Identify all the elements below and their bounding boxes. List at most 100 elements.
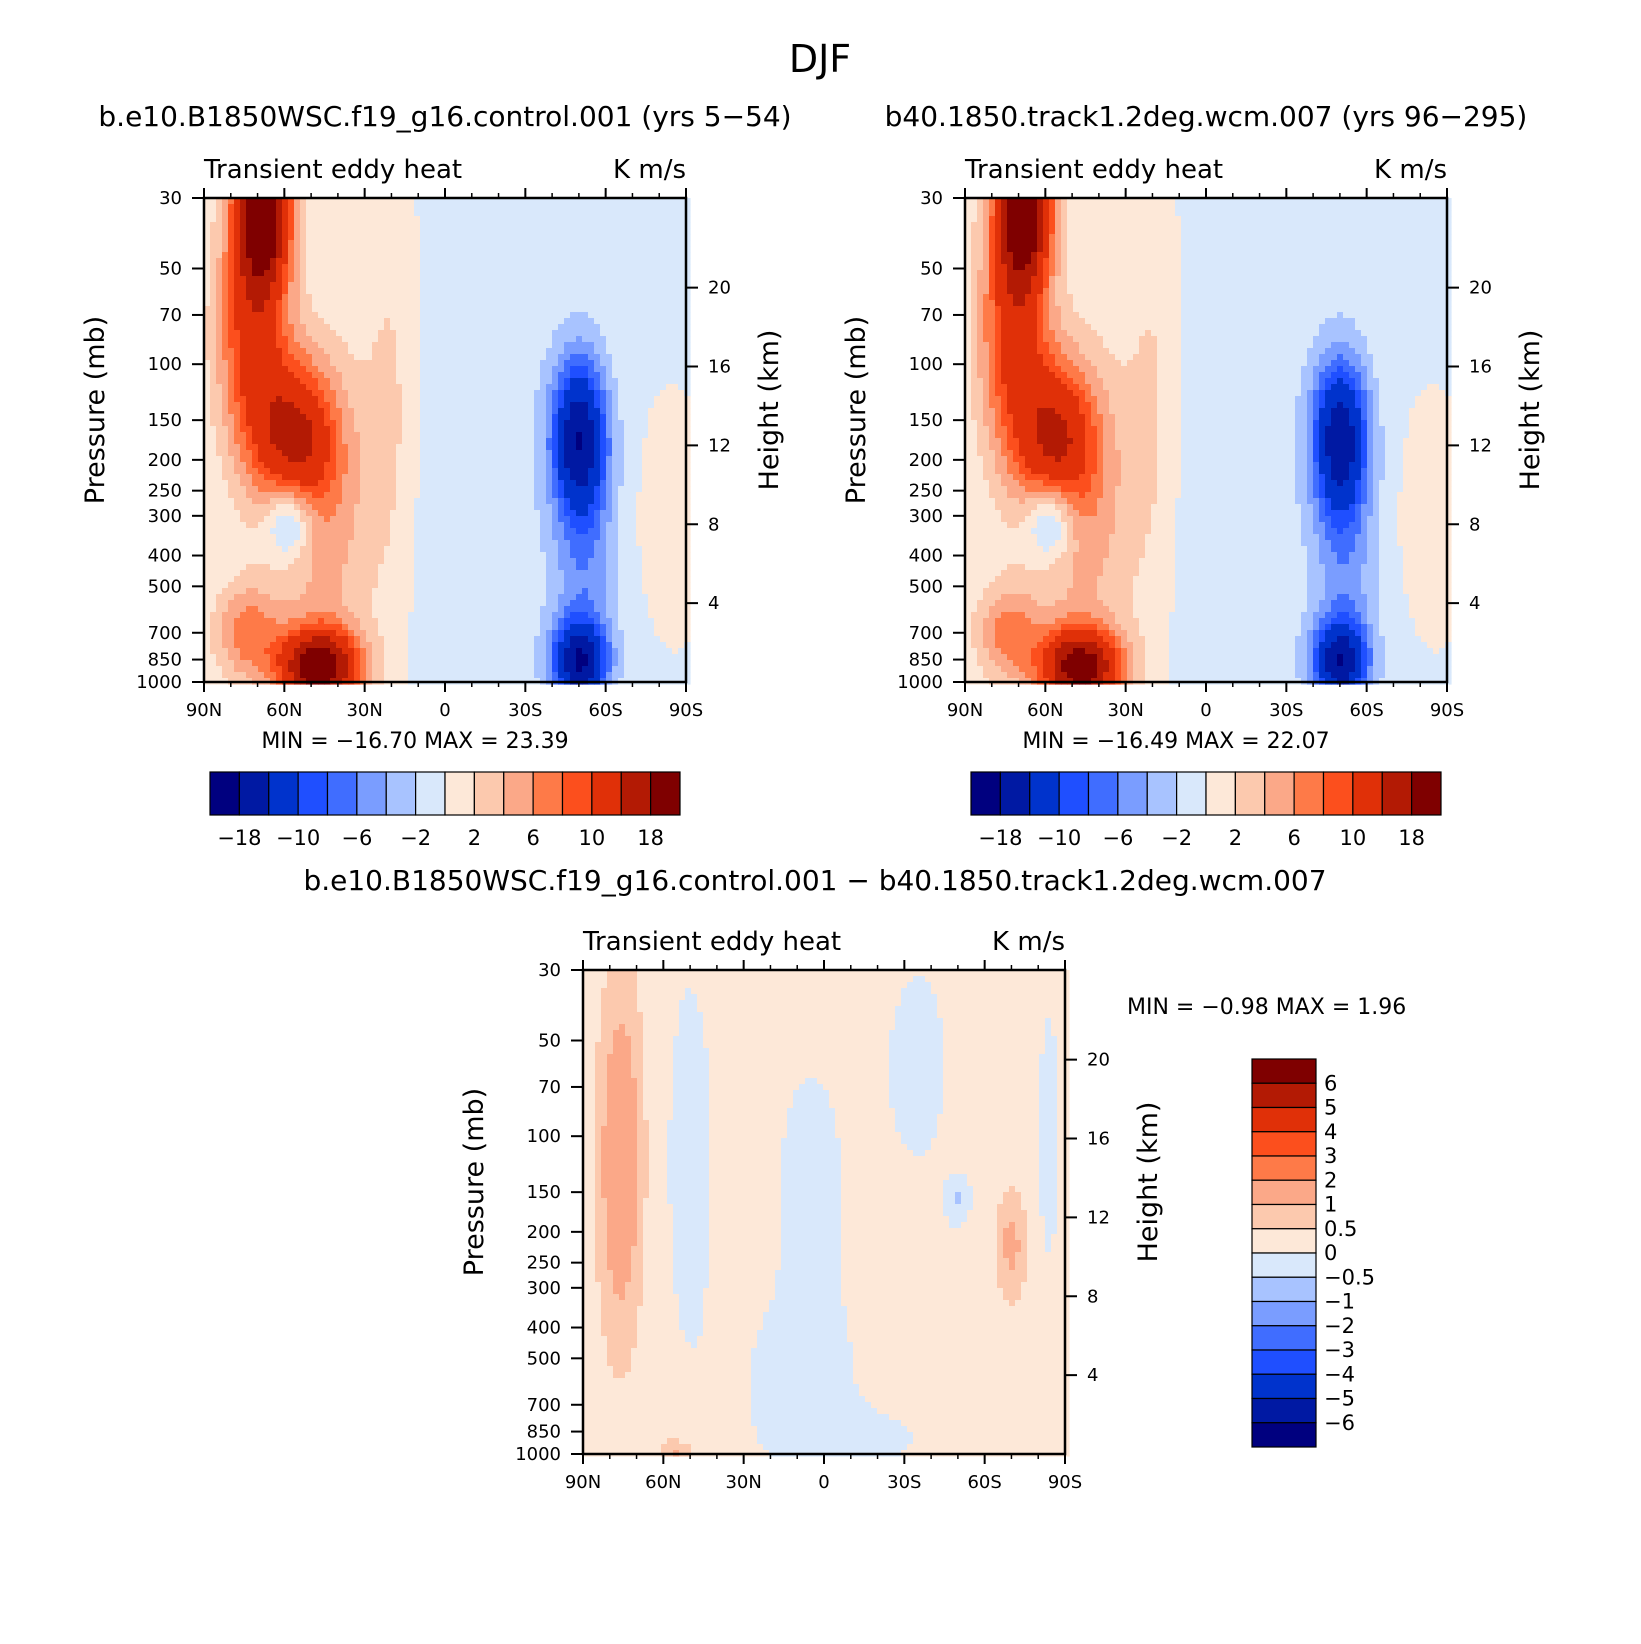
p1-cell [438, 306, 445, 313]
p1-cell [630, 408, 637, 415]
p1-cell [282, 276, 289, 283]
p1-cell [618, 504, 625, 511]
p1-cell [666, 438, 673, 445]
p1-cell [306, 528, 313, 535]
p1-cell [588, 468, 595, 475]
p1-cell [522, 528, 529, 535]
p1-cell [486, 408, 493, 415]
p1-cell [564, 456, 571, 463]
p1-cell [642, 420, 649, 427]
p1-cell [306, 444, 313, 451]
p1-cell [246, 306, 253, 313]
p1-cell [576, 426, 583, 433]
p1-cell [330, 240, 337, 247]
p1-cell [312, 264, 319, 271]
p1-cell [396, 414, 403, 421]
p1-cell [540, 288, 547, 295]
p1-cell [342, 366, 349, 373]
p1-cell [486, 336, 493, 343]
p1-cell [570, 486, 577, 493]
p1-cell [366, 246, 373, 253]
p1-cell [336, 360, 343, 367]
p1-cell [414, 474, 421, 481]
p1-cell [336, 480, 343, 487]
p1-cell [564, 546, 571, 553]
p1-cell [546, 462, 553, 469]
p1-cell [282, 552, 289, 559]
p1-cell [534, 378, 541, 385]
p1-cell [498, 372, 505, 379]
p1-cell [516, 306, 523, 313]
p1-cell [474, 240, 481, 247]
p1-cell [684, 270, 691, 277]
p1-cell [444, 258, 451, 265]
p1-cell [372, 432, 379, 439]
p1-cell [408, 288, 415, 295]
p1-cell [360, 486, 367, 493]
p1-cell [504, 378, 511, 385]
p1-cell [576, 360, 583, 367]
p1-cell [294, 204, 301, 211]
p1-cell [330, 324, 337, 331]
p1-cell [474, 312, 481, 319]
p1-cell [498, 456, 505, 463]
p1-cell [498, 432, 505, 439]
p1-cell [342, 210, 349, 217]
p1-cell [348, 360, 355, 367]
p1-cell [240, 504, 247, 511]
p1-cell [426, 474, 433, 481]
p1-cell [258, 216, 265, 223]
p1-cell [480, 486, 487, 493]
p1-cell [252, 372, 259, 379]
p1-cell [642, 450, 649, 457]
p1-cell [396, 264, 403, 271]
p1-cell [276, 546, 283, 553]
p1-cell [660, 534, 667, 541]
p1-cell [480, 498, 487, 505]
p1-cell [336, 546, 343, 553]
p1-cell [666, 492, 673, 499]
p1-cell [678, 558, 685, 565]
p1-cell [660, 462, 667, 469]
p1-cell [600, 396, 607, 403]
p1-cell [276, 462, 283, 469]
p1-cell [432, 210, 439, 217]
p1-cell [360, 432, 367, 439]
p1-cell [432, 204, 439, 211]
p1-cell [300, 504, 307, 511]
p1-cell [648, 210, 655, 217]
p1-cell [366, 366, 373, 373]
p1-cell [570, 456, 577, 463]
p1-cell [456, 486, 463, 493]
p1-cell [474, 246, 481, 253]
p1-cell [246, 204, 253, 211]
p1-cell [678, 324, 685, 331]
p1-cell [498, 486, 505, 493]
p1-cell [582, 420, 589, 427]
p1-cell [522, 390, 529, 397]
p1-cell [426, 528, 433, 535]
p1-cell [636, 318, 643, 325]
p1-cell [318, 444, 325, 451]
p1-cell [534, 204, 541, 211]
p1-cell [654, 222, 661, 229]
p1-cell [246, 546, 253, 553]
p1-cell [432, 282, 439, 289]
p1-cell [474, 210, 481, 217]
p1-cell [336, 324, 343, 331]
p1-cell [246, 276, 253, 283]
p1-cell [474, 516, 481, 523]
p1-cell [438, 510, 445, 517]
p1-cell [204, 258, 211, 265]
p1-cell [654, 534, 661, 541]
p1-cell [516, 234, 523, 241]
p1-cell [438, 276, 445, 283]
p1-cell [426, 342, 433, 349]
p1-cell [576, 396, 583, 403]
p1-cell [576, 546, 583, 553]
p1-cell [624, 498, 631, 505]
p1-cell [438, 480, 445, 487]
p1-cell [498, 516, 505, 523]
p1-cell [534, 270, 541, 277]
p1-cell [258, 312, 265, 319]
